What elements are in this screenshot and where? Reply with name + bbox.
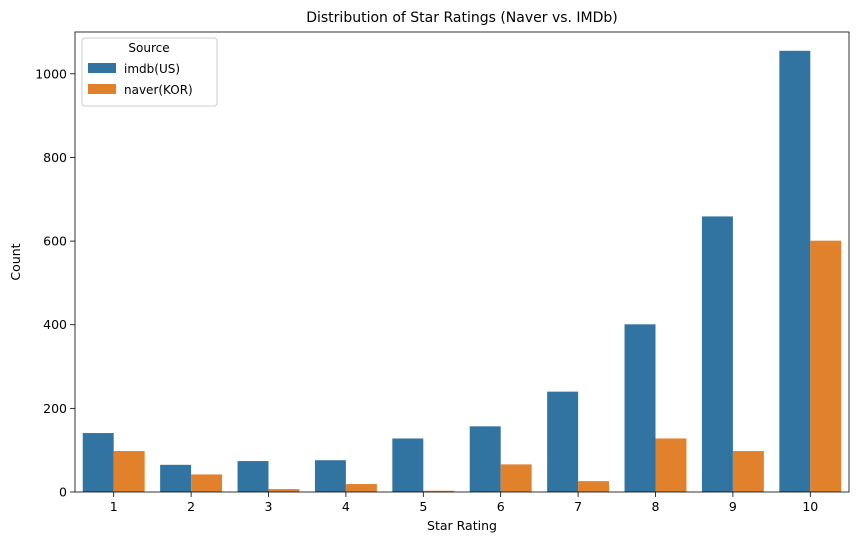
bar-naver-9 xyxy=(732,451,764,492)
bar-naver-7 xyxy=(578,481,610,492)
x-tick-label: 10 xyxy=(802,499,818,514)
y-tick-label: 600 xyxy=(43,234,67,249)
x-tick-label: 7 xyxy=(574,499,582,514)
bar-imdb-2 xyxy=(160,464,192,492)
y-tick-label: 0 xyxy=(59,485,67,500)
x-axis-label: Star Rating xyxy=(427,518,497,533)
y-axis-label: Count xyxy=(8,243,23,280)
bar-naver-8 xyxy=(655,438,687,492)
y-tick-label: 800 xyxy=(43,150,67,165)
legend-swatch-imdb xyxy=(88,63,116,73)
bar-imdb-9 xyxy=(701,216,733,493)
chart-title: Distribution of Star Ratings (Naver vs. … xyxy=(306,10,618,26)
bar-naver-4 xyxy=(345,484,377,492)
bars-group xyxy=(82,50,842,493)
x-axis: 1 2 3 4 5 6 7 8 9 10 xyxy=(110,492,818,514)
bar-imdb-6 xyxy=(469,426,501,492)
legend: Source imdb(US) naver(KOR) xyxy=(81,37,218,107)
bar-imdb-8 xyxy=(624,324,656,492)
x-tick-label: 6 xyxy=(497,499,505,514)
y-tick-label: 400 xyxy=(43,317,67,332)
bar-naver-6 xyxy=(500,464,532,492)
x-tick-label: 1 xyxy=(110,499,118,514)
y-tick-label: 200 xyxy=(43,401,67,416)
bar-imdb-5 xyxy=(392,438,424,492)
legend-swatch-naver xyxy=(88,84,116,94)
bar-naver-3 xyxy=(268,489,300,492)
bar-imdb-4 xyxy=(314,460,346,492)
x-tick-label: 3 xyxy=(265,499,273,514)
plot-frame xyxy=(74,31,850,493)
x-tick-label: 2 xyxy=(187,499,195,514)
bar-naver-10 xyxy=(810,240,842,492)
legend-label-imdb: imdb(US) xyxy=(124,62,180,76)
bar-imdb-3 xyxy=(237,461,269,492)
bar-imdb-1 xyxy=(82,433,114,492)
legend-title: Source xyxy=(128,41,169,55)
x-tick-label: 8 xyxy=(652,499,660,514)
bar-imdb-10 xyxy=(779,50,811,492)
y-axis: 0 200 400 600 800 1000 xyxy=(35,66,75,500)
x-tick-label: 4 xyxy=(342,499,350,514)
x-tick-label: 9 xyxy=(729,499,737,514)
x-tick-label: 5 xyxy=(419,499,427,514)
bar-naver-2 xyxy=(191,474,223,492)
bar-naver-5 xyxy=(423,490,455,492)
bar-imdb-7 xyxy=(547,391,579,492)
bar-naver-1 xyxy=(113,451,145,492)
y-tick-label: 1000 xyxy=(35,66,67,81)
legend-label-naver: naver(KOR) xyxy=(124,83,193,97)
